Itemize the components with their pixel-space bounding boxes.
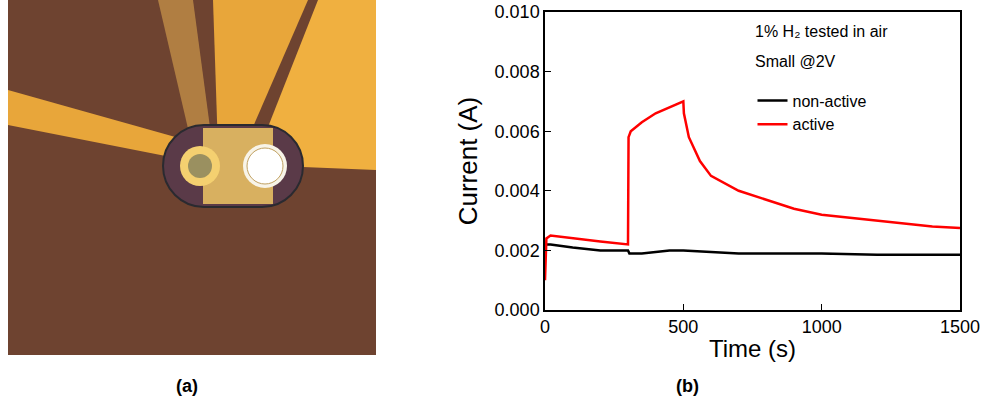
svg-text:1500: 1500: [940, 317, 980, 337]
svg-text:active: active: [793, 116, 835, 133]
svg-text:1000: 1000: [802, 317, 842, 337]
svg-text:non-active: non-active: [793, 93, 867, 110]
svg-text:Small @2V: Small @2V: [755, 53, 836, 70]
svg-text:0.002: 0.002: [495, 241, 540, 261]
svg-text:Current (A): Current (A): [453, 97, 483, 226]
html-text:(b): (b): [676, 376, 699, 396]
svg-text:0.010: 0.010: [495, 2, 540, 22]
svg-text:Time (s): Time (s): [709, 335, 796, 362]
html-text:(a): (a): [176, 376, 198, 396]
svg-text:0: 0: [540, 317, 550, 337]
svg-text:0.000: 0.000: [495, 300, 540, 320]
svg-text:0.004: 0.004: [495, 181, 540, 201]
svg-text:1% H₂ tested in air: 1% H₂ tested in air: [755, 23, 888, 40]
svg-text:0.008: 0.008: [495, 62, 540, 82]
svg-text:500: 500: [668, 317, 698, 337]
svg-text:0.006: 0.006: [495, 122, 540, 142]
